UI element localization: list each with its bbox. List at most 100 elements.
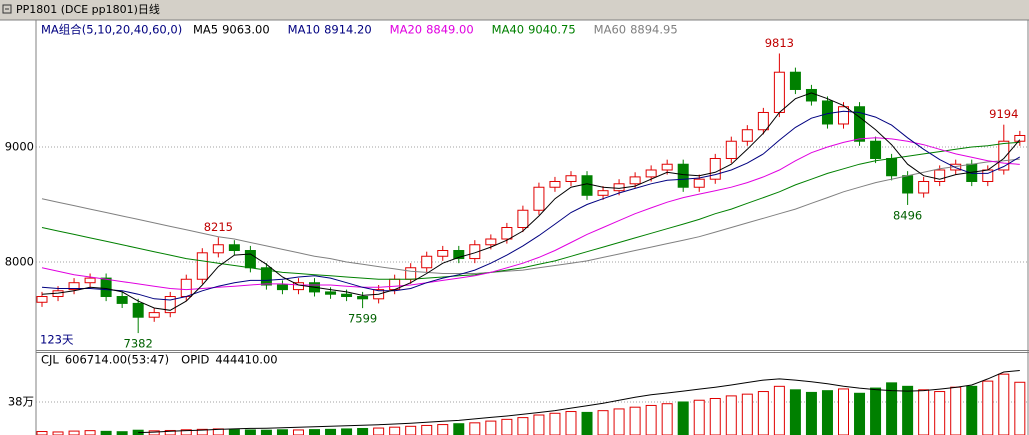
volume-bar <box>533 414 545 435</box>
volume-bar <box>934 391 946 435</box>
volume-bar <box>517 417 529 435</box>
volume-bar <box>357 427 369 435</box>
volume-bar <box>902 385 914 435</box>
candle-body <box>757 111 769 131</box>
candle-body <box>405 267 417 280</box>
volume-bar <box>597 410 609 435</box>
candle-body <box>725 140 737 159</box>
candle-body <box>854 106 866 142</box>
volume-bar <box>581 411 593 435</box>
title-bar <box>0 0 1029 20</box>
ma-line <box>41 92 1021 311</box>
candle-body <box>645 169 657 178</box>
candle-body <box>276 284 288 291</box>
volume-bar <box>693 399 705 435</box>
candle-body <box>533 186 545 211</box>
candle-body <box>613 183 625 192</box>
candle-body <box>148 312 160 318</box>
volume-bar <box>805 391 817 435</box>
volume-bar <box>870 387 882 435</box>
volume-bar <box>84 430 96 435</box>
candle-body <box>549 180 561 188</box>
volume-bar <box>549 412 561 435</box>
volume-bar <box>789 389 801 435</box>
chart-title: PP1801 (DCE pp1801)日线 <box>16 2 160 16</box>
candle-body <box>357 296 369 300</box>
candle-body <box>341 293 353 298</box>
volume-bar <box>854 392 866 435</box>
ma-line <box>41 137 1020 291</box>
open-interest-line <box>138 370 1020 434</box>
volume-bar <box>325 428 337 435</box>
candle-body <box>870 140 882 159</box>
candle-body <box>565 175 577 182</box>
price-annotation: 8215 <box>204 220 233 234</box>
candle-body <box>421 255 433 269</box>
volume-bar <box>244 429 256 435</box>
price-annotation: 8496 <box>893 208 922 222</box>
volume-bar <box>100 430 112 435</box>
volume-bar <box>68 430 80 435</box>
price-annotation: 7599 <box>348 312 377 326</box>
candle-body <box>132 302 144 318</box>
volume-bar <box>982 380 994 435</box>
volume-bar <box>469 422 481 435</box>
volume-bar <box>773 385 785 435</box>
volume-bar <box>453 423 465 435</box>
candle-body <box>501 227 513 240</box>
volume-bar <box>485 420 497 435</box>
candle-body <box>485 238 497 246</box>
volume-bar <box>373 427 385 435</box>
volume-bar <box>228 429 240 435</box>
legend-name: MA20 <box>390 23 422 37</box>
volume-value: 606714.00(53:47) <box>65 353 169 367</box>
legend-value: 8894.95 <box>630 23 678 37</box>
candle-body <box>918 180 930 194</box>
volume-bar <box>709 397 721 435</box>
volume-bar <box>613 408 625 435</box>
volume-bar <box>725 395 737 435</box>
price-annotation: 9813 <box>765 36 794 50</box>
candle-body <box>517 209 529 229</box>
price-annotation: 9194 <box>989 107 1018 121</box>
ma-line <box>41 141 1020 280</box>
volume-bar <box>309 429 321 435</box>
candle-body <box>741 129 753 142</box>
candle-body <box>116 296 128 304</box>
candle-body <box>228 244 240 252</box>
legend-name: MA10 <box>288 23 320 37</box>
period-label: 123天 <box>40 333 74 347</box>
volume-name: CJL <box>41 353 59 367</box>
candle-body <box>469 244 481 260</box>
legend-value: 9063.00 <box>222 23 270 37</box>
volume-bar <box>629 406 641 435</box>
candle-body <box>68 282 80 291</box>
volume-bar <box>260 429 272 435</box>
volume-bar <box>950 386 962 435</box>
volume-bar <box>148 430 160 435</box>
volume-bar <box>292 429 304 435</box>
volume-bar <box>645 404 657 435</box>
volume-bar <box>36 431 48 435</box>
volume-bar <box>677 401 689 435</box>
candle-body <box>629 176 641 185</box>
volume-bar <box>52 431 64 435</box>
candle-body <box>902 175 914 194</box>
candle-body <box>821 100 833 125</box>
candle-body <box>789 71 801 90</box>
candle-body <box>998 140 1010 171</box>
volume-bar <box>405 425 417 435</box>
candle-body <box>100 277 112 298</box>
volume-bar <box>389 426 401 435</box>
candle-body <box>581 175 593 196</box>
indicator-label: MA组合(5,10,20,40,60,0) <box>41 23 182 37</box>
candle-body <box>934 169 946 182</box>
volume-bar <box>918 389 930 435</box>
legend-value: 9040.75 <box>528 23 576 37</box>
volume-bar <box>966 385 978 435</box>
candle-body <box>437 250 449 257</box>
volume-bar <box>838 388 849 435</box>
candle-body <box>164 296 176 314</box>
volume-bar <box>821 390 833 435</box>
